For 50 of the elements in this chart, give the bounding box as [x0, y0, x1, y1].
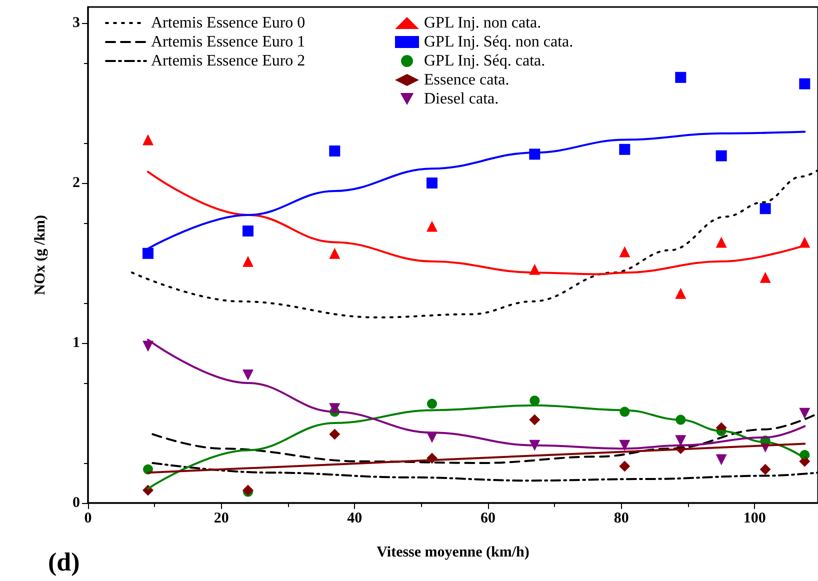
y-tick-label: 3 [72, 15, 80, 31]
x-tick-label: 0 [84, 510, 92, 526]
point [329, 428, 340, 440]
legend-label: Artemis Essence Euro 2 [151, 52, 306, 70]
point [329, 248, 340, 259]
point [675, 72, 686, 83]
point [426, 178, 438, 188]
point [329, 146, 340, 156]
x-tick-label: 40 [347, 510, 362, 526]
point [716, 236, 727, 248]
y-axis-title: NOx (g /km) [32, 215, 48, 295]
legend-label: Diesel cata. [424, 90, 499, 108]
y-tick-label: 0 [72, 495, 80, 511]
point [242, 370, 254, 380]
point [799, 408, 810, 419]
legend-label: Artemis Essence Euro 0 [151, 14, 306, 32]
legend-label: Essence cata. [424, 72, 510, 88]
x-axis-title: Vitesse moyenne (km/h) [376, 544, 530, 560]
point [619, 460, 630, 472]
point [427, 398, 437, 409]
text: (d) [48, 548, 80, 576]
point [619, 144, 630, 155]
legend-label: GPL Inj. non cata. [424, 14, 542, 32]
point [529, 414, 540, 426]
legend-label: Artemis Essence Euro 1 [151, 34, 306, 50]
point [242, 226, 254, 236]
legend-label: GPL Inj. Séq. cata. [424, 52, 546, 70]
point [799, 78, 810, 90]
point [760, 464, 771, 475]
point [329, 403, 340, 414]
legend-label: GPL Inj. Séq. non cata. [424, 34, 574, 50]
x-tick-label: 60 [480, 510, 496, 526]
point [716, 454, 727, 466]
point [760, 203, 771, 214]
y-tick-label: 1 [72, 335, 80, 351]
point [242, 256, 254, 267]
point [142, 248, 154, 259]
y-tick-label: 2 [72, 175, 80, 191]
x-tick-label: 20 [214, 510, 229, 526]
point [619, 246, 630, 258]
line-series [152, 412, 818, 464]
point [142, 134, 154, 146]
point [675, 288, 686, 299]
point [799, 456, 810, 467]
point [426, 220, 438, 232]
x-tick-label: 100 [743, 510, 766, 526]
point [760, 272, 771, 283]
point [530, 396, 540, 406]
x-tick-label: 80 [614, 510, 629, 526]
point [716, 150, 727, 162]
